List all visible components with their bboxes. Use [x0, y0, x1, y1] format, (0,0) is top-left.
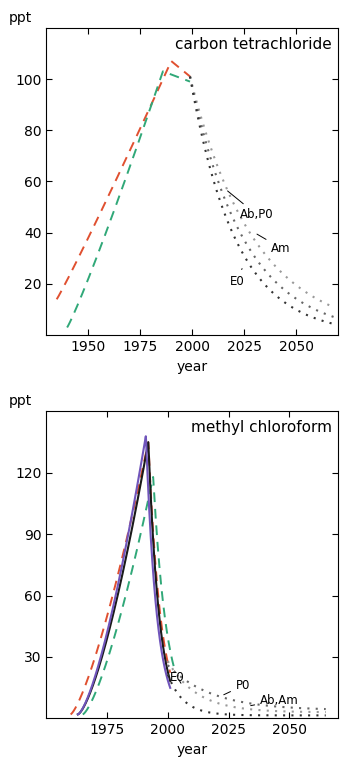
- Text: Am: Am: [257, 234, 291, 254]
- Text: E0: E0: [230, 269, 244, 288]
- Text: carbon tetrachloride: carbon tetrachloride: [175, 37, 332, 52]
- Text: methyl chloroform: methyl chloroform: [191, 420, 332, 435]
- Text: P0: P0: [224, 679, 250, 695]
- Text: ppt: ppt: [8, 394, 32, 408]
- Text: Ab,Am: Ab,Am: [251, 694, 299, 707]
- X-axis label: year: year: [177, 359, 208, 373]
- Text: Ab,P0: Ab,P0: [228, 191, 274, 221]
- X-axis label: year: year: [177, 743, 208, 757]
- Text: E0: E0: [170, 671, 185, 684]
- Text: ppt: ppt: [8, 11, 32, 25]
